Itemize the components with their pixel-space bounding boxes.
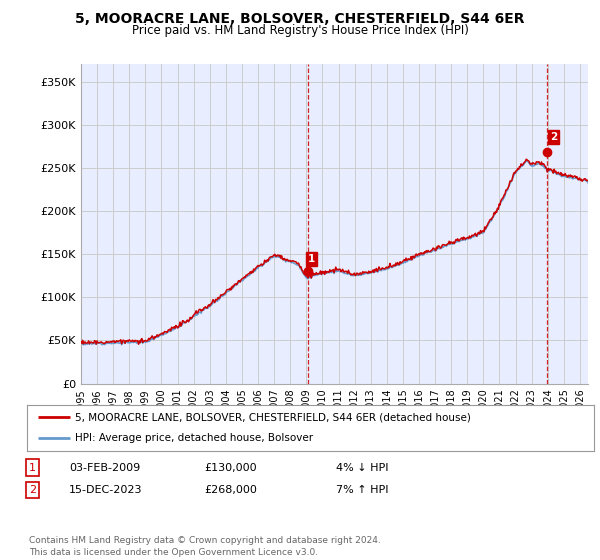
Text: £130,000: £130,000 (204, 463, 257, 473)
Text: 4% ↓ HPI: 4% ↓ HPI (336, 463, 389, 473)
Text: 5, MOORACRE LANE, BOLSOVER, CHESTERFIELD, S44 6ER (detached house): 5, MOORACRE LANE, BOLSOVER, CHESTERFIELD… (75, 412, 471, 422)
Text: HPI: Average price, detached house, Bolsover: HPI: Average price, detached house, Bols… (75, 433, 313, 444)
Text: 5, MOORACRE LANE, BOLSOVER, CHESTERFIELD, S44 6ER: 5, MOORACRE LANE, BOLSOVER, CHESTERFIELD… (75, 12, 525, 26)
Text: 1: 1 (29, 463, 36, 473)
Text: 7% ↑ HPI: 7% ↑ HPI (336, 485, 389, 495)
Text: 2: 2 (29, 485, 36, 495)
Text: 03-FEB-2009: 03-FEB-2009 (69, 463, 140, 473)
Text: 2: 2 (550, 132, 557, 142)
Text: 15-DEC-2023: 15-DEC-2023 (69, 485, 143, 495)
Text: Price paid vs. HM Land Registry's House Price Index (HPI): Price paid vs. HM Land Registry's House … (131, 24, 469, 37)
Text: 1: 1 (308, 254, 315, 264)
Text: £268,000: £268,000 (204, 485, 257, 495)
Text: Contains HM Land Registry data © Crown copyright and database right 2024.
This d: Contains HM Land Registry data © Crown c… (29, 536, 380, 557)
